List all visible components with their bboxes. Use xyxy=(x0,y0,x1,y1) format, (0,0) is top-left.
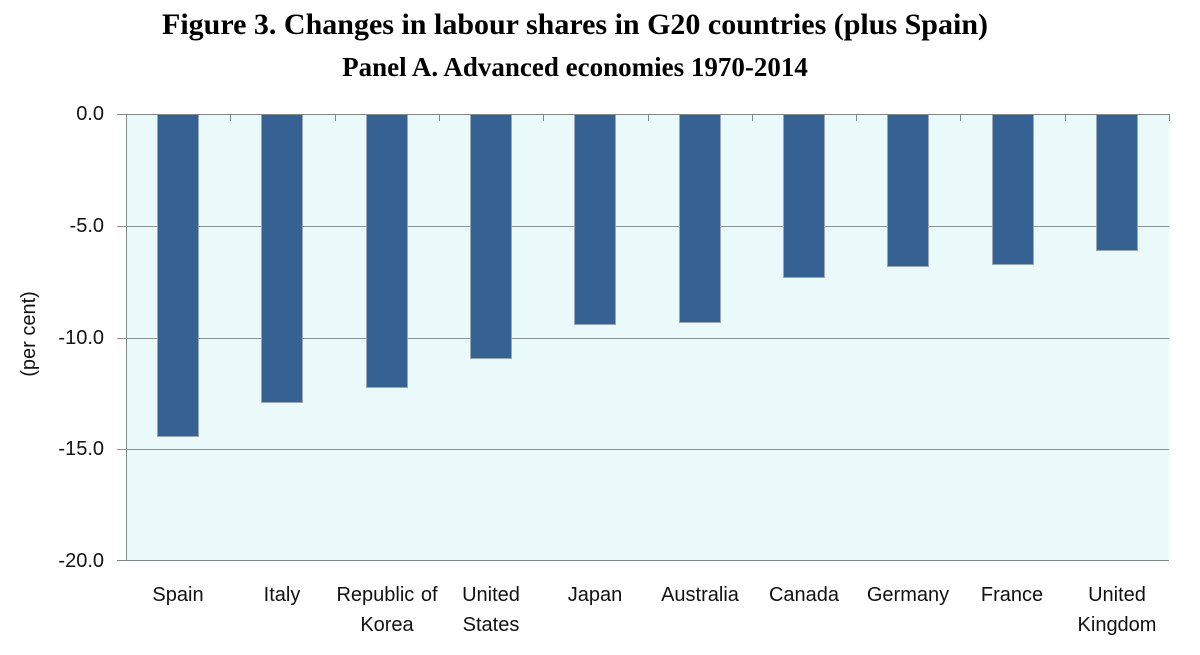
bar-republic-of-korea xyxy=(366,115,408,388)
category-boundary-tick xyxy=(543,114,544,121)
category-boundary-tick xyxy=(856,114,857,121)
y-tick-label: -5.0 xyxy=(69,215,104,237)
y-tick-label: -15.0 xyxy=(58,438,104,460)
bar-france xyxy=(992,115,1034,265)
category-boundary-tick xyxy=(439,114,440,121)
y-tick-label: -20.0 xyxy=(58,550,104,572)
bar-italy xyxy=(261,115,303,403)
x-label-republic-of-korea: Republic of Korea xyxy=(336,584,438,636)
category-boundary-tick xyxy=(752,114,753,121)
bar-canada xyxy=(783,115,825,278)
x-label-japan: Japan xyxy=(567,584,623,606)
x-label-united-kingdom: United Kingdom xyxy=(1077,584,1157,636)
bar-united-kingdom xyxy=(1096,115,1138,251)
x-label-italy: Italy xyxy=(263,584,301,606)
bar-united-states xyxy=(470,115,512,359)
y-tick-label: -10.0 xyxy=(58,327,104,349)
category-boundary-tick xyxy=(1065,114,1066,121)
category-boundary-tick xyxy=(335,114,336,121)
bar-japan xyxy=(574,115,616,325)
gridline xyxy=(117,338,1169,339)
x-label-united-states: United States xyxy=(462,584,520,636)
bar-australia xyxy=(679,115,721,323)
bar-spain xyxy=(157,115,199,437)
y-tick-label: 0.0 xyxy=(76,103,104,125)
x-label-australia: Australia xyxy=(661,584,739,606)
x-label-germany: Germany xyxy=(866,584,950,606)
bottom-axis-line xyxy=(117,560,1169,561)
category-boundary-tick xyxy=(960,114,961,121)
y-axis-line xyxy=(126,114,127,561)
chart-subtitle: Panel A. Advanced economies 1970-2014 xyxy=(342,52,808,82)
category-boundary-tick xyxy=(648,114,649,121)
category-boundary-tick xyxy=(1169,114,1170,121)
category-boundary-tick xyxy=(230,114,231,121)
gridline xyxy=(117,226,1169,227)
chart-title: Figure 3. Changes in labour shares in G2… xyxy=(162,8,988,41)
x-label-france: France xyxy=(980,584,1044,606)
x-label-spain: Spain xyxy=(152,584,204,606)
zero-axis-line xyxy=(117,114,1169,115)
gridline xyxy=(117,449,1169,450)
plot-area xyxy=(117,114,1170,561)
bar-germany xyxy=(887,115,929,267)
x-label-canada: Canada xyxy=(768,584,840,606)
